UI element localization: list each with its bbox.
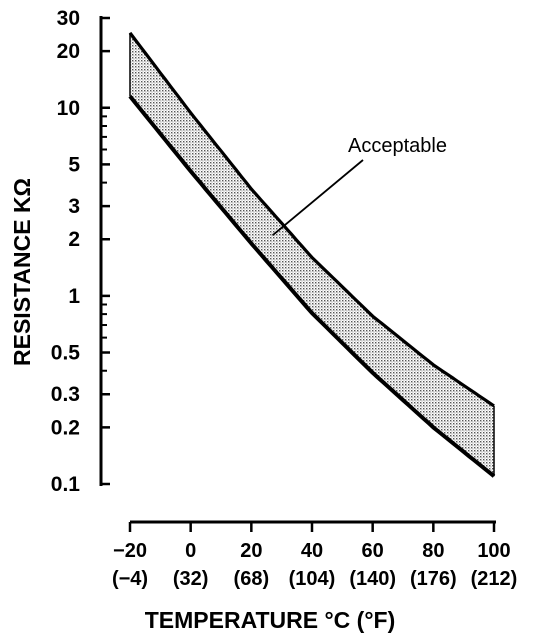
x-tick-label: −20 [113,540,147,562]
x-tick-label: 40 [301,540,323,562]
x-tick-label: 60 [362,540,384,562]
x-tick-sublabel: (212) [471,568,518,590]
y-tick-label: 1 [68,285,80,308]
x-tick-label: 100 [477,540,510,562]
annotation-leader-line [271,159,364,236]
x-tick-sublabel: (68) [234,568,270,590]
x-tick-label: 20 [240,540,262,562]
y-tick-label: 3 [68,195,80,218]
y-tick-label: 0.1 [51,473,81,496]
acceptable-band [130,32,494,477]
y-tick-label: 5 [68,153,80,176]
x-tick-label: 80 [422,540,444,562]
y-tick-label: 20 [57,40,80,63]
x-tick-sublabel: (−4) [112,568,148,590]
lower-limit-curve [128,95,496,478]
y-axis-title: RESISTANCE KΩ [9,178,35,366]
x-tick-label: 0 [185,540,196,562]
x-axis-title: TEMPERATURE °C (°F) [145,607,396,633]
y-tick-label: 0.3 [51,383,80,406]
x-tick-sublabel: (176) [410,568,457,590]
y-tick-label: 30 [57,7,80,30]
y-tick-label: 0.2 [51,416,80,439]
annotation-label: Acceptable [348,135,447,157]
y-tick-label: 10 [57,97,80,120]
x-tick-sublabel: (104) [289,568,336,590]
x-tick-sublabel: (140) [349,568,396,590]
y-tick-label: 0.5 [51,342,81,365]
y-tick-label: 2 [68,228,80,251]
x-tick-sublabel: (32) [173,568,209,590]
upper-limit-curve [128,31,495,408]
